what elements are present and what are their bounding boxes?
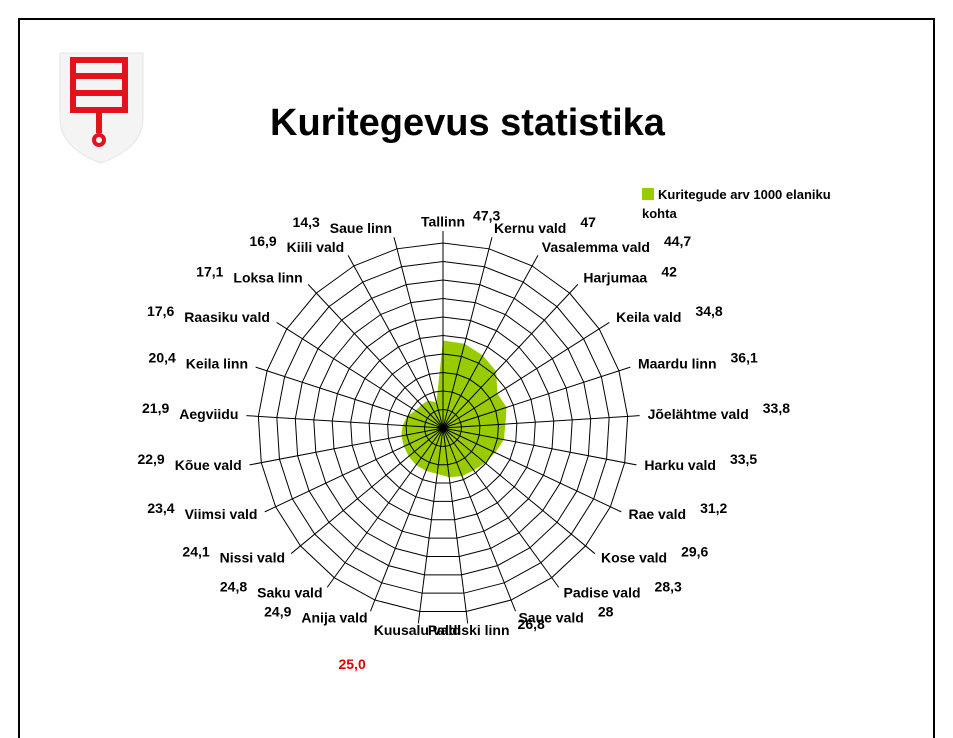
logo-emblem	[70, 57, 128, 147]
category-label: Keila linn	[186, 355, 248, 371]
spoke	[246, 415, 444, 429]
grid-ring	[257, 242, 629, 613]
spoke	[442, 284, 579, 429]
spoke	[370, 427, 444, 612]
spoke	[249, 427, 444, 466]
grid-ring	[424, 408, 462, 447]
category-label: Saue vald	[518, 609, 583, 625]
spoke	[442, 427, 469, 624]
logo	[59, 52, 144, 164]
category-label: Paldiski linn	[428, 622, 510, 638]
data-label: 14,3	[293, 214, 320, 230]
data-label: 47,3	[473, 208, 500, 224]
category-label: Kuusalu vald	[374, 622, 461, 638]
category-label: Saku vald	[257, 585, 322, 601]
spoke	[442, 366, 631, 429]
category-label: Kose vald	[601, 549, 667, 565]
spoke	[442, 237, 493, 429]
category-label: Saue linn	[330, 220, 392, 236]
spoke	[255, 366, 444, 429]
data-label: 21,9	[142, 400, 169, 416]
data-label: 25,0	[338, 656, 365, 672]
category-label: Aegviidu	[179, 406, 238, 422]
category-label: Maardu linn	[638, 355, 717, 371]
spoke	[290, 427, 444, 554]
data-label: 31,2	[700, 500, 727, 516]
spoke	[393, 237, 444, 429]
grid-ring	[276, 260, 610, 594]
grid-ring	[368, 353, 518, 502]
data-label: 44,7	[664, 233, 691, 249]
category-label: Raasiku vald	[184, 309, 270, 325]
data-label: 26,8	[518, 616, 545, 632]
category-label: Harjumaa	[583, 269, 647, 285]
data-label: 28,3	[655, 579, 682, 595]
data-label: 33,8	[763, 400, 790, 416]
data-label: 17,1	[196, 263, 223, 279]
category-label: Nissi vald	[220, 549, 285, 565]
category-label: Viimsi vald	[185, 506, 258, 522]
spoke	[442, 427, 637, 466]
grid-ring	[331, 316, 555, 539]
category-label: Harku vald	[644, 457, 716, 473]
category-label: Kernu vald	[494, 220, 566, 236]
data-label: 28	[598, 603, 614, 619]
data-label: 34,8	[695, 303, 722, 319]
chart-title: Kuritegevus statistika	[270, 102, 665, 144]
spoke	[442, 427, 516, 612]
grid-ring	[313, 297, 573, 557]
legend: Kuritegude arv 1000 elaniku kohta	[642, 185, 842, 223]
legend-swatch	[642, 188, 654, 200]
data-label: 24,1	[182, 543, 209, 559]
category-label: Rae vald	[628, 506, 686, 522]
spoke	[417, 427, 444, 624]
spoke	[442, 255, 539, 429]
spoke	[442, 322, 610, 429]
data-label: 42	[661, 263, 677, 279]
spoke	[347, 255, 444, 429]
data-label: 16,9	[249, 233, 276, 249]
category-label: Kiili vald	[287, 239, 345, 255]
legend-label: Kuritegude arv 1000 elaniku kohta	[642, 187, 831, 221]
data-label: 29,6	[681, 543, 708, 559]
data-label: 33,5	[730, 451, 757, 467]
spoke	[442, 415, 640, 429]
category-label: Anija vald	[301, 609, 367, 625]
spoke	[442, 427, 622, 513]
spoke	[307, 284, 444, 429]
category-label: Keila vald	[616, 309, 681, 325]
spoke	[442, 427, 560, 588]
data-label: 23,4	[147, 500, 174, 516]
spoke	[264, 427, 444, 513]
grid-ring	[387, 371, 499, 484]
category-label: Padise vald	[563, 585, 640, 601]
data-label: 20,4	[149, 349, 176, 365]
grid-ring	[294, 279, 592, 576]
category-label: Kõue vald	[175, 457, 242, 473]
slide-frame	[18, 18, 935, 738]
spoke	[276, 322, 444, 429]
data-label: 47	[580, 214, 596, 230]
grid-ring	[350, 334, 536, 521]
grid-ring	[405, 390, 481, 466]
data-label: 24,8	[220, 579, 247, 595]
spoke	[326, 427, 444, 588]
category-label: Jõelähtme vald	[648, 406, 749, 422]
data-label: 22,9	[137, 451, 164, 467]
spoke	[442, 427, 596, 554]
data-label: 24,9	[264, 603, 291, 619]
slide: Kuritegevus statistika Kuritegude arv 10…	[18, 18, 935, 738]
data-label: 17,6	[147, 303, 174, 319]
category-label: Vasalemma vald	[542, 239, 650, 255]
category-label: Tallinn	[421, 214, 465, 230]
data-label: 36,1	[731, 349, 758, 365]
category-label: Loksa linn	[233, 269, 302, 285]
